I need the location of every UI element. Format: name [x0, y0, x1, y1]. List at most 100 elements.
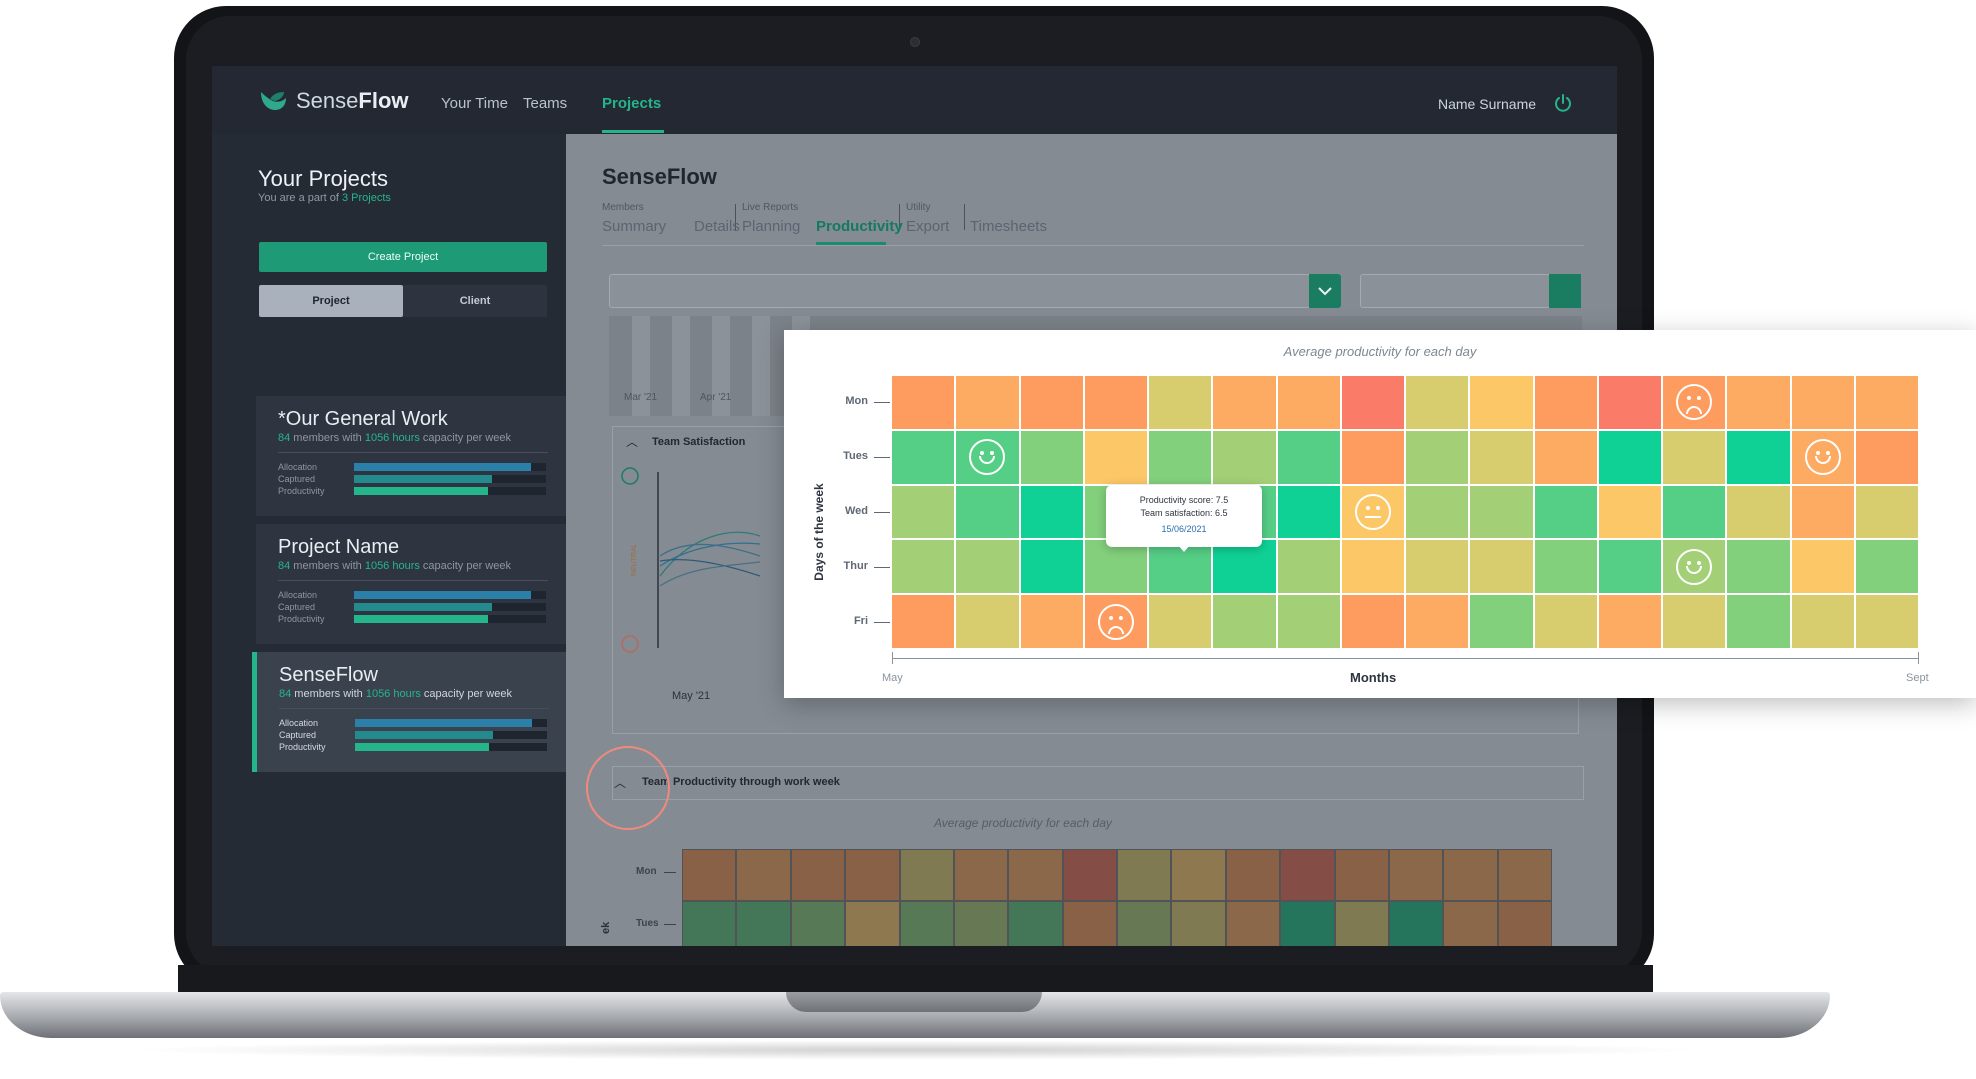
nav-your-time[interactable]: Your Time: [441, 95, 508, 112]
heatmap-cell[interactable]: [1148, 594, 1213, 649]
heatmap-cell[interactable]: [1854, 539, 1919, 595]
heatmap-cell[interactable]: [1212, 539, 1277, 595]
power-icon[interactable]: [1552, 92, 1574, 114]
heatmap-cell[interactable]: [1790, 594, 1855, 649]
project-card-selected[interactable]: SenseFlow 84 members with 1056 hours cap…: [252, 652, 571, 772]
heatmap-cell[interactable]: [1533, 539, 1598, 595]
heatmap-cell[interactable]: [891, 594, 956, 649]
heatmap-cell[interactable]: [1533, 484, 1598, 540]
heatmap-cell[interactable]: [1469, 484, 1534, 540]
heatmap-cell[interactable]: [955, 594, 1020, 649]
heatmap-cell[interactable]: [1469, 539, 1534, 595]
heatmap-cell[interactable]: [1533, 429, 1598, 485]
team-productivity-title[interactable]: Team Productivity through work week: [642, 776, 840, 788]
heatmap-cell[interactable]: [1790, 484, 1855, 540]
heatmap-cell[interactable]: [955, 375, 1020, 430]
heatmap-cell[interactable]: [1726, 539, 1791, 595]
heatmap-cell[interactable]: [1597, 375, 1662, 430]
tab-timesheets[interactable]: Timesheets: [970, 218, 1047, 235]
heatmap-cell[interactable]: [1276, 484, 1341, 540]
heatmap-cell[interactable]: [1854, 594, 1919, 649]
project-card[interactable]: Project Name 84 members with 1056 hours …: [256, 524, 566, 644]
project-card[interactable]: *Our General Work 84 members with 1056 h…: [256, 396, 566, 516]
heatmap-cell[interactable]: [1597, 594, 1662, 649]
senseflow-logo-icon[interactable]: [258, 86, 288, 112]
heatmap-cell[interactable]: [1148, 429, 1213, 485]
user-name[interactable]: Name Surname: [1438, 96, 1537, 112]
heatmap-cell[interactable]: [1726, 484, 1791, 540]
team-satisfaction-title[interactable]: Team Satisfaction: [652, 436, 746, 448]
heatmap-cell[interactable]: [891, 429, 956, 485]
team-select[interactable]: [609, 274, 1313, 308]
period-select[interactable]: [1360, 274, 1552, 308]
heatmap-cell[interactable]: [1019, 429, 1084, 485]
tab-summary[interactable]: Summary: [602, 218, 667, 235]
heatmap-cell[interactable]: [1405, 375, 1470, 430]
heatmap-cell[interactable]: [1340, 539, 1405, 595]
heatmap-cell[interactable]: [1662, 429, 1727, 485]
heatmap-cell[interactable]: [955, 484, 1020, 540]
heatmap-cell[interactable]: [891, 484, 956, 540]
heatmap-cell[interactable]: [1405, 539, 1470, 595]
heatmap-cell[interactable]: [1340, 375, 1405, 430]
heatmap-cell[interactable]: [1405, 594, 1470, 649]
heatmap-cell[interactable]: [1212, 375, 1277, 430]
heatmap-cell[interactable]: [1726, 429, 1791, 485]
heatmap-cell[interactable]: [1019, 375, 1084, 430]
heatmap-cell[interactable]: [1533, 594, 1598, 649]
tab-details[interactable]: Details: [694, 218, 740, 235]
heatmap-cell[interactable]: [1083, 539, 1148, 595]
heatmap-cell[interactable]: [1405, 484, 1470, 540]
heatmap-cell[interactable]: [1662, 594, 1727, 649]
heatmap-cell[interactable]: [1276, 429, 1341, 485]
heatmap-cell[interactable]: [955, 539, 1020, 595]
tab-productivity[interactable]: Productivity: [816, 218, 903, 235]
heatmap-cell[interactable]: [1790, 539, 1855, 595]
team-select-toggle[interactable]: [1309, 274, 1341, 308]
nav-teams[interactable]: Teams: [523, 95, 568, 112]
heatmap-cell[interactable]: [1212, 429, 1277, 485]
heatmap-cell[interactable]: [1726, 375, 1791, 430]
heatmap-cell[interactable]: [1662, 484, 1727, 540]
create-project-button[interactable]: Create Project: [259, 242, 547, 272]
heatmap-cell[interactable]: [1790, 375, 1855, 430]
heatmap-cell[interactable]: [1469, 429, 1534, 485]
heatmap-cell[interactable]: [1019, 484, 1084, 540]
heatmap-cell[interactable]: [891, 539, 956, 595]
heatmap-cell[interactable]: [1340, 594, 1405, 649]
chevron-up-icon[interactable]: ︿: [626, 435, 639, 449]
heatmap-cell[interactable]: [1726, 594, 1791, 649]
heatmap-cell[interactable]: [1212, 594, 1277, 649]
heatmap-cell[interactable]: [1854, 429, 1919, 485]
heatmap-cell[interactable]: [1469, 375, 1534, 430]
tab-export[interactable]: Export: [906, 218, 950, 235]
tab-planning[interactable]: Planning: [742, 218, 801, 235]
heatmap-cell[interactable]: [1597, 429, 1662, 485]
heatmap-day-tick: [874, 512, 890, 513]
heatmap-cell[interactable]: [1083, 375, 1148, 430]
heatmap-cell[interactable]: [1854, 375, 1919, 430]
heatmap-cell[interactable]: [1405, 429, 1470, 485]
project-count-link[interactable]: 3 Projects: [342, 192, 391, 204]
heatmap-cell[interactable]: [891, 375, 956, 430]
heatmap-cell[interactable]: [1469, 594, 1534, 649]
heatmap-cell[interactable]: [1019, 539, 1084, 595]
heatmap-cell[interactable]: [1854, 484, 1919, 540]
heatmap-cell[interactable]: [1083, 429, 1148, 485]
toggle-project[interactable]: Project: [259, 285, 403, 317]
heatmap-cell[interactable]: [1340, 429, 1405, 485]
heatmap-cell[interactable]: [1533, 375, 1598, 430]
heatmap-cell[interactable]: [1148, 375, 1213, 430]
heatmap-cell[interactable]: [1597, 484, 1662, 540]
camera: [910, 37, 920, 47]
heatmap-cell[interactable]: [1019, 594, 1084, 649]
heatmap-cell[interactable]: [1276, 539, 1341, 595]
period-select-toggle[interactable]: [1549, 274, 1581, 308]
toggle-client[interactable]: Client: [459, 295, 491, 307]
nav-projects[interactable]: Projects: [602, 95, 662, 112]
logo-wordmark[interactable]: SenseFlow: [296, 88, 409, 114]
heatmap-cell[interactable]: [1276, 375, 1341, 430]
heatmap-cell[interactable]: [1597, 539, 1662, 595]
heatmap-cell[interactable]: [1276, 594, 1341, 649]
productivity-bar: [354, 615, 489, 623]
